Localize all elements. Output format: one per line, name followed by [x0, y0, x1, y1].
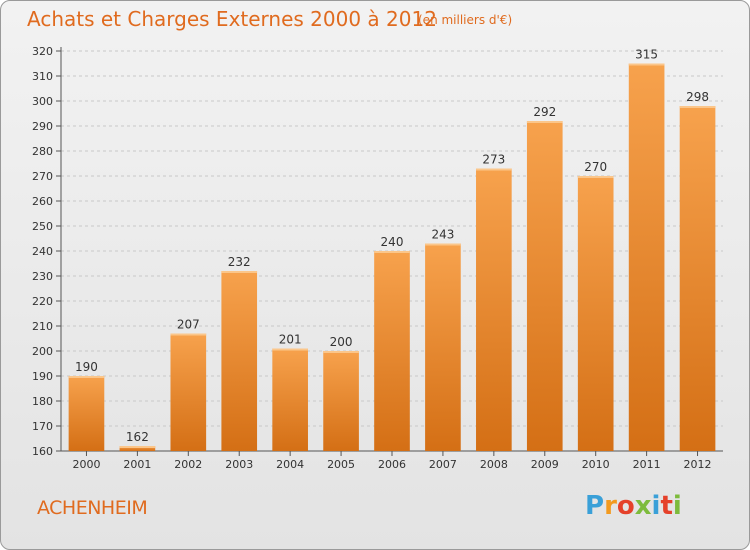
y-tick-label: 240: [32, 245, 53, 258]
bar-top-highlight: [170, 333, 207, 336]
bar-top-highlight: [68, 376, 105, 378]
bar-top-highlight: [526, 121, 563, 123]
x-tick-label-2007: 2007: [429, 458, 457, 471]
bar-2006[interactable]: [374, 251, 410, 451]
data-label-2004: 201: [279, 333, 302, 347]
x-tick-label-2000: 2000: [72, 458, 100, 471]
data-label-2009: 292: [533, 105, 556, 119]
bar-top-highlight: [628, 63, 665, 66]
bar-2009[interactable]: [526, 121, 563, 451]
y-tick-label: 170: [32, 420, 53, 433]
logo-letter: t: [660, 491, 673, 521]
x-tick-label-2001: 2001: [123, 458, 151, 471]
x-tick-label-2005: 2005: [327, 458, 355, 471]
y-tick-label: 320: [32, 45, 53, 58]
bar-2004[interactable]: [272, 348, 308, 452]
y-tick-label: 160: [32, 445, 53, 458]
data-label-2000: 190: [75, 360, 98, 374]
x-tick-label-2010: 2010: [582, 458, 610, 471]
x-tick-label-2006: 2006: [378, 458, 406, 471]
bars: [68, 63, 716, 452]
bar-top-highlight: [476, 168, 512, 171]
y-tick-label: 270: [32, 170, 53, 183]
data-label-2010: 270: [584, 160, 607, 174]
data-label-2003: 232: [228, 255, 251, 269]
data-labels: 190 162 207 232 201 200 240 243 273 292 270 315 298: [75, 48, 709, 445]
bar-top-highlight: [577, 176, 614, 178]
logo-letter: i: [651, 491, 661, 521]
data-label-2007: 243: [431, 228, 454, 242]
y-tick-label: 290: [32, 120, 53, 133]
bar-top-highlight: [119, 446, 156, 448]
y-tick-label: 250: [32, 220, 53, 233]
chart-title: Achats et Charges Externes 2000 à 2012: [27, 7, 437, 31]
proxiti-logo[interactable]: Proxiti: [585, 491, 682, 521]
bar-2012[interactable]: [679, 106, 716, 451]
chart-subtitle: (en milliers d'€): [418, 13, 513, 27]
data-label-2002: 207: [177, 318, 200, 332]
bar-top-highlight: [374, 251, 410, 253]
bar-top-highlight: [679, 106, 716, 108]
x-tick-label-2012: 2012: [684, 458, 712, 471]
y-tick-label: 230: [32, 270, 53, 283]
logo-letter: x: [634, 491, 652, 521]
y-tick-label: 210: [32, 320, 53, 333]
bar-2001[interactable]: [119, 446, 156, 451]
logo-letter: i: [672, 491, 682, 521]
x-tick-label-2009: 2009: [531, 458, 559, 471]
data-label-2001: 162: [126, 430, 149, 444]
bar-2003[interactable]: [221, 271, 258, 451]
bar-2010[interactable]: [577, 176, 614, 451]
data-label-2012: 298: [686, 90, 709, 104]
data-label-2008: 273: [482, 153, 505, 167]
x-tick-label-2008: 2008: [480, 458, 508, 471]
logo-letter: o: [616, 491, 635, 521]
data-label-2011: 315: [635, 48, 658, 62]
y-tick-label: 200: [32, 345, 53, 358]
bar-2000[interactable]: [68, 376, 105, 451]
bar-2005[interactable]: [323, 351, 359, 451]
y-tick-label: 280: [32, 145, 53, 158]
x-tick-label-2004: 2004: [276, 458, 304, 471]
y-tick-label: 180: [32, 395, 53, 408]
y-tick-label: 300: [32, 95, 53, 108]
data-label-2006: 240: [381, 235, 404, 249]
commune-name: ACHENHEIM: [37, 497, 148, 519]
bar-2008[interactable]: [476, 168, 512, 452]
y-tick-label: 310: [32, 70, 53, 83]
bar-2007[interactable]: [425, 243, 461, 452]
bar-top-highlight: [323, 351, 359, 353]
bar-2011[interactable]: [628, 63, 665, 452]
bar-top-highlight: [221, 271, 258, 273]
bar-top-highlight: [425, 243, 461, 246]
data-label-2005: 200: [330, 335, 353, 349]
bar-2002[interactable]: [170, 333, 207, 452]
y-tick-label: 260: [32, 195, 53, 208]
axes: 160 170 180 190 200 210 220 230 240 250 260 270 280 2…: [32, 45, 723, 471]
x-tick-label-2011: 2011: [633, 458, 661, 471]
y-tick-label: 190: [32, 370, 53, 383]
x-tick-label-2002: 2002: [174, 458, 202, 471]
logo-letter: r: [604, 491, 617, 521]
bar-top-highlight: [272, 348, 308, 351]
logo-letter: P: [585, 491, 605, 521]
y-tick-label: 220: [32, 295, 53, 308]
x-tick-label-2003: 2003: [225, 458, 253, 471]
